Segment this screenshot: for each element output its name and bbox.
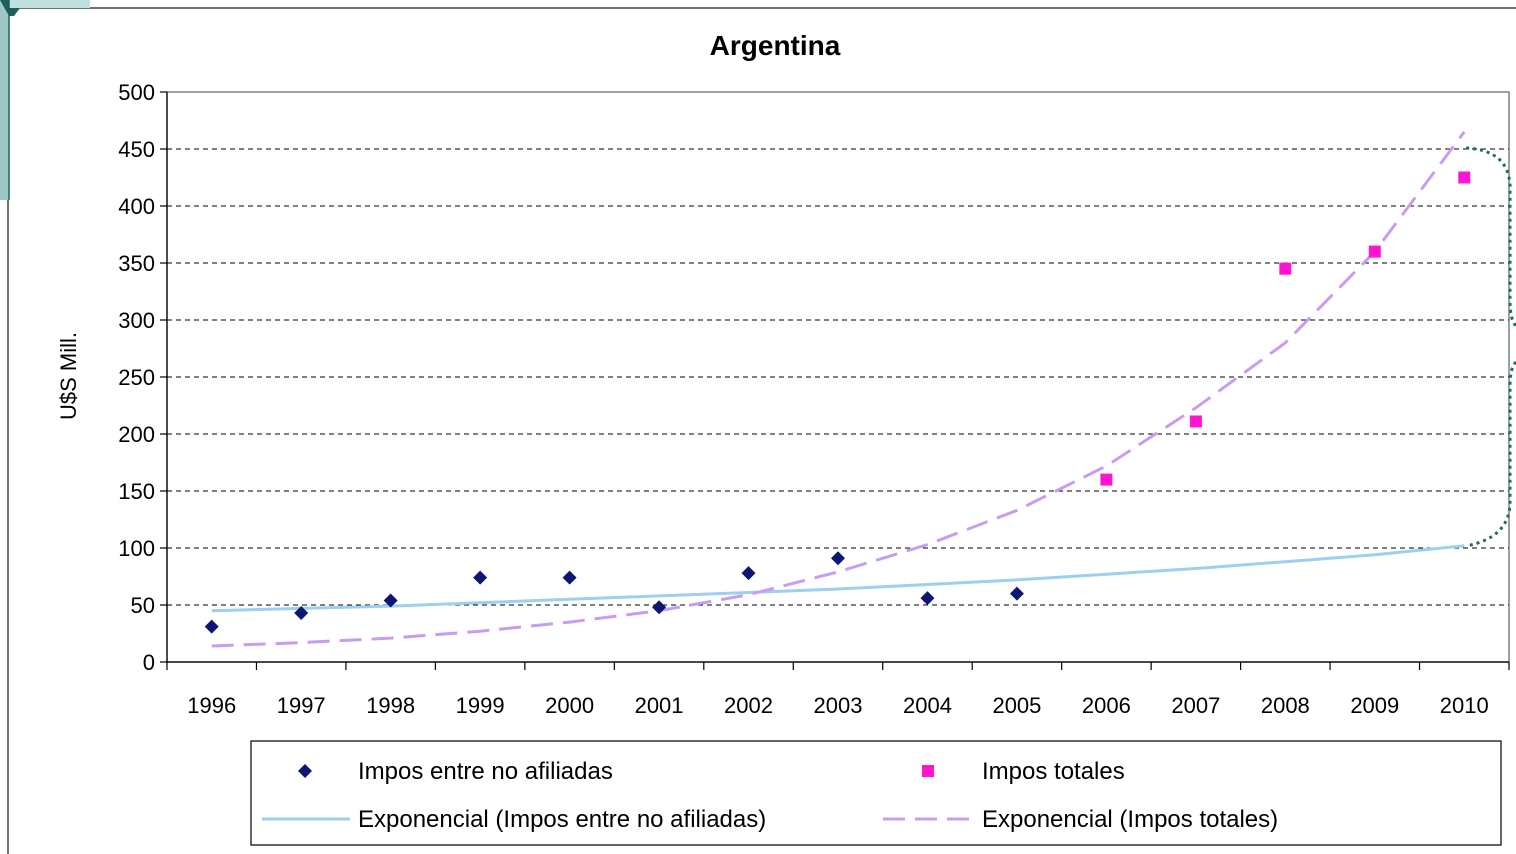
data-point (652, 600, 667, 615)
x-tick-label: 2001 (635, 693, 684, 718)
chart-title: Argentina (710, 30, 841, 61)
x-tick-label: 2010 (1440, 693, 1489, 718)
data-point (1009, 586, 1024, 601)
y-axis: 0 50 100 150 200 250 300 350 400 450 500 (118, 80, 168, 675)
x-tick-label: 2005 (992, 693, 1041, 718)
x-tick-label: 2007 (1171, 693, 1220, 718)
y-tick-label: 100 (118, 536, 155, 561)
data-point (1279, 262, 1292, 275)
data-point (1368, 245, 1381, 258)
legend-label: Impos entre no afiliadas (358, 758, 613, 785)
x-tick-label: 2006 (1082, 693, 1131, 718)
y-tick-label: 350 (118, 251, 155, 276)
x-tick-label: 2004 (903, 693, 952, 718)
y-tick-label: 500 (118, 80, 155, 105)
series-layer (204, 131, 1471, 648)
x-tick-label: 1997 (277, 693, 326, 718)
data-point (1100, 473, 1113, 486)
x-tick-label: 1998 (366, 693, 415, 718)
callout-bracket (1465, 146, 1516, 548)
legend-label: Exponencial (Impos entre no afiliadas) (358, 806, 766, 833)
y-tick-label: 250 (118, 365, 155, 390)
data-point (1458, 171, 1471, 184)
y-tick-label: 300 (118, 308, 155, 333)
y-tick-label: 50 (131, 593, 155, 618)
legend-swatch (298, 764, 312, 778)
data-point (562, 570, 577, 585)
data-point (831, 551, 845, 566)
data-point (294, 605, 309, 620)
legend: Impos entre no afiliadas Impos totales Exp… (262, 758, 1278, 833)
legend-label: Impos totales (982, 758, 1125, 785)
data-point (204, 619, 219, 634)
data-point (1189, 415, 1202, 428)
data-point (383, 593, 398, 608)
x-tick-label: 2000 (545, 693, 594, 718)
y-tick-label: 150 (118, 479, 155, 504)
trendline (211, 544, 1465, 613)
x-tick-label: 2002 (724, 693, 773, 718)
corner-accent (0, 0, 90, 200)
x-tick-label: 2003 (814, 693, 863, 718)
y-tick-label: 400 (118, 194, 155, 219)
y-tick-label: 450 (118, 137, 155, 162)
legend-label: Exponencial (Impos totales) (982, 806, 1278, 833)
y-axis-label: U$S Mill. (56, 332, 81, 420)
data-point (920, 591, 935, 606)
y-tick-label: 200 (118, 422, 155, 447)
x-tick-label: 1996 (187, 693, 236, 718)
x-axis: 1996 1997 1998 1999 2000 2001 2002 2003 2004 2005… (166, 661, 1510, 718)
x-tick-label: 2008 (1261, 693, 1310, 718)
legend-box (250, 740, 1502, 846)
x-tick-label: 1999 (456, 693, 505, 718)
x-tick-label: 2009 (1350, 693, 1399, 718)
y-tick-label: 0 (143, 650, 155, 675)
legend-swatch (922, 765, 934, 777)
trendline (211, 131, 1466, 648)
data-point (741, 566, 756, 581)
data-point (473, 570, 488, 585)
